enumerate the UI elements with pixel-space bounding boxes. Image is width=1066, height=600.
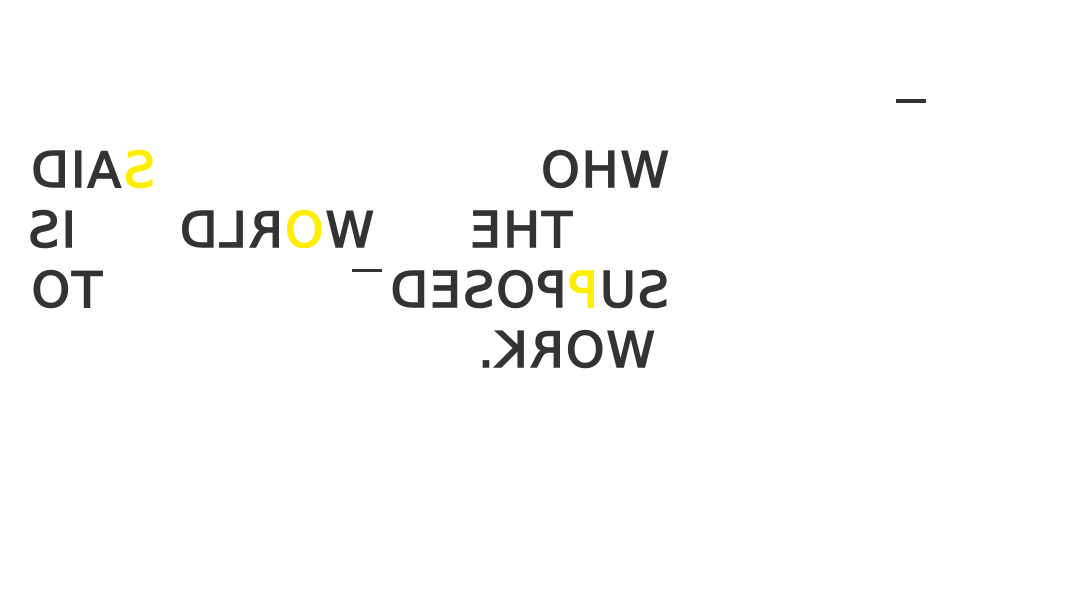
word-said-accent-letter: S xyxy=(120,141,156,200)
word-world: WORLD xyxy=(177,201,375,260)
word-world-rest: RLD xyxy=(177,201,284,260)
word-work-text: WORK. xyxy=(475,321,655,380)
word-world-first: W xyxy=(323,201,375,260)
word-supposed-first: SU xyxy=(597,261,670,320)
word-supposed-accent-letter: P xyxy=(566,261,599,320)
word-who: WHO xyxy=(538,141,669,200)
word-world-accent-letter: O xyxy=(282,201,324,260)
word-who-text: WHO xyxy=(538,141,669,200)
decorative-dash-supposed xyxy=(352,269,382,272)
word-is-text: IS xyxy=(26,201,77,260)
word-to: TO xyxy=(29,261,103,320)
word-said: SAID xyxy=(28,141,155,200)
word-said-rest: AID xyxy=(28,141,121,200)
word-supposed-rest: POSED xyxy=(388,261,568,320)
word-the-text: THE xyxy=(467,201,572,260)
word-is: IS xyxy=(26,201,77,260)
word-to-text: TO xyxy=(29,261,103,320)
decorative-dash-top xyxy=(896,99,926,103)
word-the: THE xyxy=(467,201,572,260)
word-work: WORK. xyxy=(475,321,655,380)
word-supposed: SUPPOSED xyxy=(388,261,670,320)
